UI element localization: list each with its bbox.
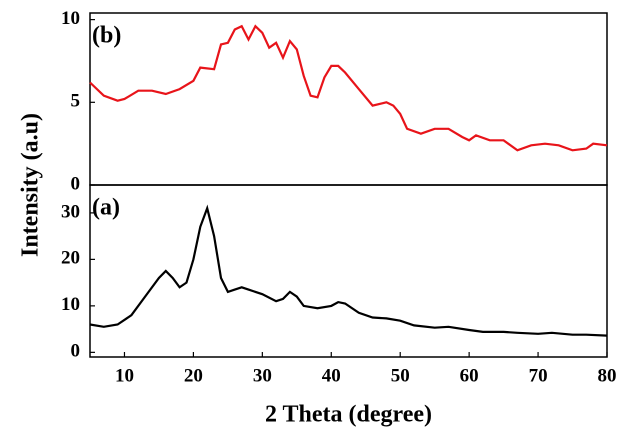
data-line: [89, 24, 608, 152]
x-tick-label: 20: [184, 365, 203, 386]
y-tick-label: 30: [61, 201, 80, 222]
panel-frame: [89, 12, 608, 186]
panel-label: (b): [92, 23, 121, 49]
x-tick-label: 50: [391, 365, 410, 386]
data-line: [89, 204, 608, 337]
x-axis-label: 2 Theta (degree): [265, 402, 432, 428]
y-tick-label: 10: [61, 8, 80, 29]
panel-label: (a): [92, 195, 120, 221]
x-tick-label: 60: [460, 365, 479, 386]
y-axis-label: Intensity (a.u): [18, 113, 44, 257]
y-tick-label: 10: [61, 294, 80, 315]
panel-frame: [89, 184, 608, 358]
y-tick-label: 0: [71, 173, 81, 194]
y-tick-label: 20: [61, 248, 80, 269]
x-tick-label: 80: [598, 365, 617, 386]
x-tick-label: 40: [322, 365, 341, 386]
x-tick-label: 10: [115, 365, 134, 386]
x-tick-label: 30: [253, 365, 272, 386]
y-tick-label: 0: [71, 341, 81, 362]
y-tick-label: 5: [71, 91, 81, 112]
x-tick-label: 70: [529, 365, 548, 386]
